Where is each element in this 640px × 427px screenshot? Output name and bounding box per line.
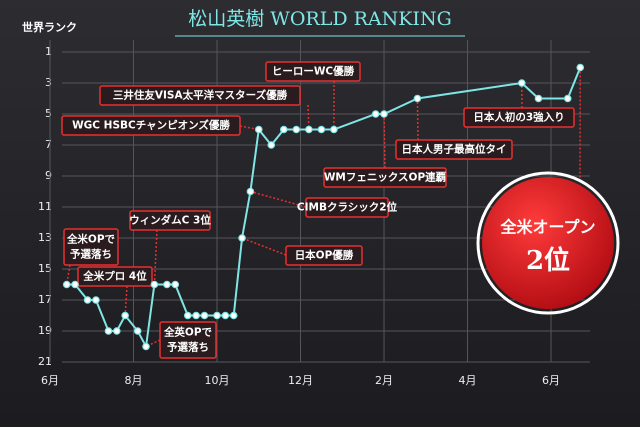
annotation-box: [285, 245, 363, 266]
annotation-box: [265, 61, 361, 82]
annotation-box: [61, 115, 241, 136]
highlight-text: 全米オープン: [499, 218, 595, 237]
data-point: [92, 296, 100, 304]
annotation-text: 日本OP優勝: [295, 249, 354, 262]
data-point: [71, 280, 79, 289]
data-point: [213, 311, 221, 320]
data-point: [517, 79, 526, 87]
data-point: [200, 311, 209, 320]
data-point: [292, 125, 301, 134]
annotation-leader: [239, 125, 259, 131]
data-point: [576, 63, 585, 72]
data-point: [380, 110, 388, 118]
x-tick-label: 10月: [205, 374, 230, 387]
y-tick-label: 11: [38, 200, 52, 213]
ranking-line: [66, 67, 582, 350]
y-tick-label: 21: [38, 355, 52, 368]
chart-title: 松山英樹 WORLD RANKING: [188, 8, 452, 30]
data-point: [133, 327, 142, 335]
y-tick-label: 9: [45, 169, 52, 182]
annotation-text: WGC HSBCチャンピオンズ優勝: [72, 119, 230, 132]
data-point: [254, 125, 263, 134]
annotation-leader: [153, 229, 158, 285]
annotation-box: [159, 321, 217, 359]
annotation-box: [305, 197, 389, 218]
annotation-text: WMフェニックスOP連覇: [324, 171, 447, 184]
x-tick-label: 12月: [288, 374, 313, 387]
annotation-text: CIMBクラシック2位: [297, 201, 398, 214]
annotation-leader: [383, 113, 386, 169]
data-point: [163, 280, 171, 289]
y-tick-label: 13: [38, 231, 52, 244]
annotation-text: 三井住友VISA太平洋マスターズ優勝: [113, 89, 288, 102]
data-point: [280, 125, 288, 134]
y-tick-label: 7: [45, 138, 52, 151]
annotation-box: [395, 139, 513, 160]
y-tick-label: 15: [38, 262, 52, 275]
annotation-text: 日本人初の3強入り: [473, 111, 564, 124]
annotation-text: 全米OPで: [66, 233, 116, 246]
data-point: [83, 296, 92, 304]
annotation-text: 予選落ち: [167, 341, 209, 354]
x-tick-label: 2月: [375, 374, 393, 387]
highlight-text: 2位: [526, 245, 570, 276]
annotation-leader: [250, 190, 307, 208]
annotation-box: [463, 107, 575, 128]
annotation-leader: [124, 285, 128, 316]
annotation-text: 全米プロ 4位: [82, 270, 147, 283]
y-tick-label: 19: [38, 324, 52, 337]
data-point: [171, 280, 180, 289]
data-point: [305, 125, 313, 134]
annotation-text: ウィンダムC 3位: [129, 214, 211, 227]
annotation-box: [323, 167, 447, 188]
data-point: [150, 280, 159, 289]
annotation-text: 予選落ち: [70, 248, 112, 261]
annotation-text: ヒーローWC優勝: [272, 65, 355, 78]
highlight-ring: [476, 171, 620, 315]
annotation-box: [129, 210, 211, 231]
annotation-box: [77, 266, 153, 287]
data-point: [113, 327, 121, 335]
data-point: [246, 187, 255, 196]
data-point: [104, 327, 113, 335]
annotation-text: 日本人男子最高位タイ: [402, 143, 507, 156]
x-tick-label: 6月: [41, 374, 59, 387]
x-tick-label: 6月: [542, 374, 560, 387]
y-tick-label: 3: [45, 76, 52, 89]
x-tick-label: 4月: [459, 374, 477, 387]
data-point: [238, 234, 246, 242]
y-tick-label: 5: [45, 107, 52, 120]
data-point: [183, 311, 192, 320]
x-tick-label: 8月: [125, 374, 143, 387]
data-point: [330, 125, 338, 134]
data-point: [121, 311, 129, 320]
y-axis-label: 世界ランク: [22, 20, 77, 34]
data-point: [142, 342, 150, 351]
annotation-leader: [307, 104, 310, 130]
data-point: [221, 311, 230, 320]
data-point: [534, 94, 543, 103]
data-point: [229, 311, 238, 320]
y-tick-label: 1: [45, 45, 52, 58]
data-point: [192, 311, 200, 320]
annotation-text: 全英OPで: [163, 326, 213, 339]
data-point: [62, 280, 71, 289]
data-point: [267, 141, 276, 149]
y-tick-label: 17: [38, 293, 52, 306]
data-point: [317, 125, 326, 134]
annotation-leader: [416, 98, 419, 141]
data-point: [413, 94, 422, 103]
annotation-box: [63, 228, 119, 266]
highlight-circle: [482, 177, 614, 309]
annotation-box: [99, 85, 301, 106]
data-point: [563, 94, 572, 103]
data-point: [371, 110, 380, 118]
